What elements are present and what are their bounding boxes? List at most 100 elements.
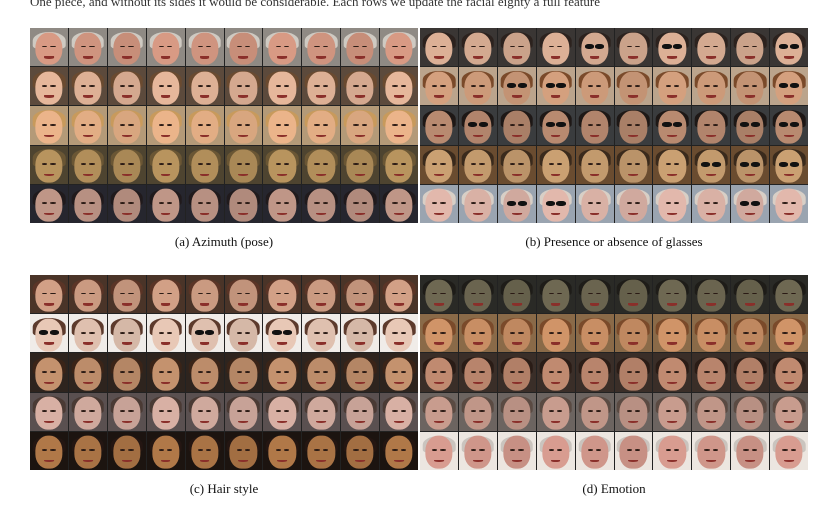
face-shape xyxy=(775,436,803,469)
face-shape xyxy=(346,189,374,222)
eye xyxy=(81,370,87,373)
face-thumbnail xyxy=(420,184,458,223)
face-thumbnail xyxy=(731,431,770,470)
panel-a-face-grid xyxy=(30,28,418,223)
eye xyxy=(518,410,524,413)
mouth xyxy=(511,95,522,98)
mouth xyxy=(667,95,678,98)
face-thumbnail xyxy=(68,314,107,353)
face-shape xyxy=(152,279,180,313)
eye xyxy=(119,410,126,413)
sunglasses-lens xyxy=(789,161,799,167)
eye xyxy=(275,84,281,87)
eye xyxy=(596,331,602,334)
face-thumbnail xyxy=(731,353,770,392)
face-thumbnail xyxy=(692,431,731,470)
mouth xyxy=(628,213,639,216)
face-thumbnail xyxy=(731,184,770,223)
eye xyxy=(509,292,516,295)
face-thumbnail xyxy=(263,275,302,314)
mouth xyxy=(472,460,483,463)
mouth xyxy=(706,342,717,345)
mouth xyxy=(434,134,444,137)
face-shape xyxy=(503,436,531,469)
eye xyxy=(50,449,56,452)
eye xyxy=(275,163,281,166)
eye xyxy=(548,410,555,413)
face-shape xyxy=(74,279,102,313)
face-shape xyxy=(346,71,374,105)
eye xyxy=(665,292,671,295)
mouth xyxy=(355,342,366,345)
eye xyxy=(244,84,251,87)
sunglasses-lens xyxy=(789,122,799,128)
face-shape xyxy=(464,318,492,352)
eye xyxy=(596,449,602,452)
face-shape xyxy=(464,396,492,430)
mouth xyxy=(238,173,249,177)
face-thumbnail xyxy=(497,275,536,314)
eye xyxy=(440,370,446,373)
eye xyxy=(322,370,329,373)
sunglasses-lens xyxy=(545,200,555,206)
face-shape xyxy=(464,279,492,313)
mouth xyxy=(44,303,54,306)
mouth xyxy=(44,342,54,345)
face-shape xyxy=(425,110,453,144)
eye xyxy=(361,202,367,205)
sunglasses-lens xyxy=(712,161,722,167)
face-shape xyxy=(113,357,141,391)
face-thumbnail xyxy=(263,353,302,392)
eye xyxy=(751,331,757,334)
mouth xyxy=(550,303,561,306)
face-shape xyxy=(268,396,296,430)
mouth xyxy=(550,134,561,137)
mouth xyxy=(160,460,171,463)
face-thumbnail xyxy=(497,353,536,392)
eye xyxy=(400,163,406,166)
mouth xyxy=(121,173,132,177)
eye xyxy=(673,370,680,373)
face-shape xyxy=(385,189,413,222)
eye xyxy=(206,163,212,166)
mouth xyxy=(511,303,522,306)
eye xyxy=(275,202,281,205)
eye xyxy=(353,123,359,126)
face-thumbnail xyxy=(302,28,341,67)
face-thumbnail xyxy=(380,275,418,314)
face-shape xyxy=(425,357,453,391)
face-shape xyxy=(503,71,531,105)
eye xyxy=(548,370,555,373)
face-thumbnail xyxy=(575,145,614,184)
mouth xyxy=(121,213,132,216)
face-thumbnail xyxy=(458,67,497,106)
mouth xyxy=(511,460,522,463)
face-thumbnail xyxy=(653,145,692,184)
eye xyxy=(283,202,290,205)
eye xyxy=(479,410,485,413)
mouth xyxy=(472,56,483,59)
mouth xyxy=(44,381,54,384)
eye xyxy=(206,84,212,87)
face-shape xyxy=(385,71,413,105)
face-shape xyxy=(113,71,141,105)
mouth xyxy=(160,56,171,59)
eye xyxy=(197,370,204,373)
mouth xyxy=(121,420,132,424)
face-shape xyxy=(190,436,219,469)
eye xyxy=(634,84,641,87)
eye xyxy=(392,410,398,413)
eye xyxy=(283,370,290,373)
eye xyxy=(400,331,406,334)
face-thumbnail xyxy=(380,184,418,223)
face-shape xyxy=(385,32,413,66)
mouth xyxy=(745,303,756,306)
face-shape xyxy=(580,32,609,66)
face-shape xyxy=(35,110,63,144)
mouth xyxy=(316,420,327,424)
face-shape xyxy=(229,436,258,469)
eye xyxy=(353,84,359,87)
face-shape xyxy=(190,279,219,313)
face-thumbnail xyxy=(614,392,653,431)
face-thumbnail xyxy=(458,392,497,431)
